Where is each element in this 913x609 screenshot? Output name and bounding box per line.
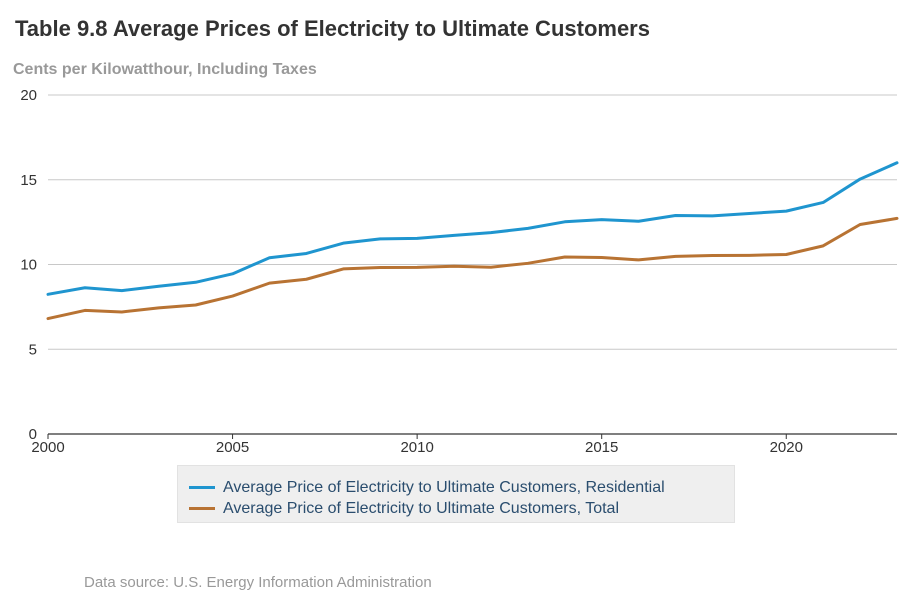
x-tick-label: 2020	[770, 439, 803, 456]
x-tick-label: 2015	[585, 439, 618, 456]
series-lines	[46, 161, 899, 321]
y-tick-label: 5	[29, 341, 37, 358]
y-tick-label: 0	[29, 426, 37, 443]
axes: 0 5 10 15 20 2000 2005 2010 2015 2020	[20, 87, 897, 456]
y-tick-label: 15	[20, 172, 37, 189]
legend-label-residential: Average Price of Electricity to Ultimate…	[223, 478, 665, 496]
legend-item-residential: Average Price of Electricity to Ultimate…	[178, 477, 734, 498]
series-line-residential	[46, 161, 899, 296]
grid-lines	[48, 94, 897, 350]
x-tick-label: 2000	[31, 439, 64, 456]
x-tick-label: 2010	[400, 439, 433, 456]
data-source-note: Data source: U.S. Energy Information Adm…	[84, 574, 432, 591]
chart-legend: Average Price of Electricity to Ultimate…	[177, 465, 735, 523]
chart-title: Table 9.8 Average Prices of Electricity …	[15, 16, 650, 41]
y-tick-label: 20	[20, 87, 37, 104]
series-line-total	[46, 216, 899, 321]
legend-swatch-total	[189, 507, 215, 510]
legend-item-total: Average Price of Electricity to Ultimate…	[178, 498, 734, 519]
x-tick-label: 2005	[216, 439, 249, 456]
legend-label-total: Average Price of Electricity to Ultimate…	[223, 499, 619, 517]
legend-swatch-residential	[189, 486, 215, 489]
y-tick-label: 10	[20, 257, 37, 274]
chart-subtitle: Cents per Kilowatthour, Including Taxes	[13, 61, 317, 78]
